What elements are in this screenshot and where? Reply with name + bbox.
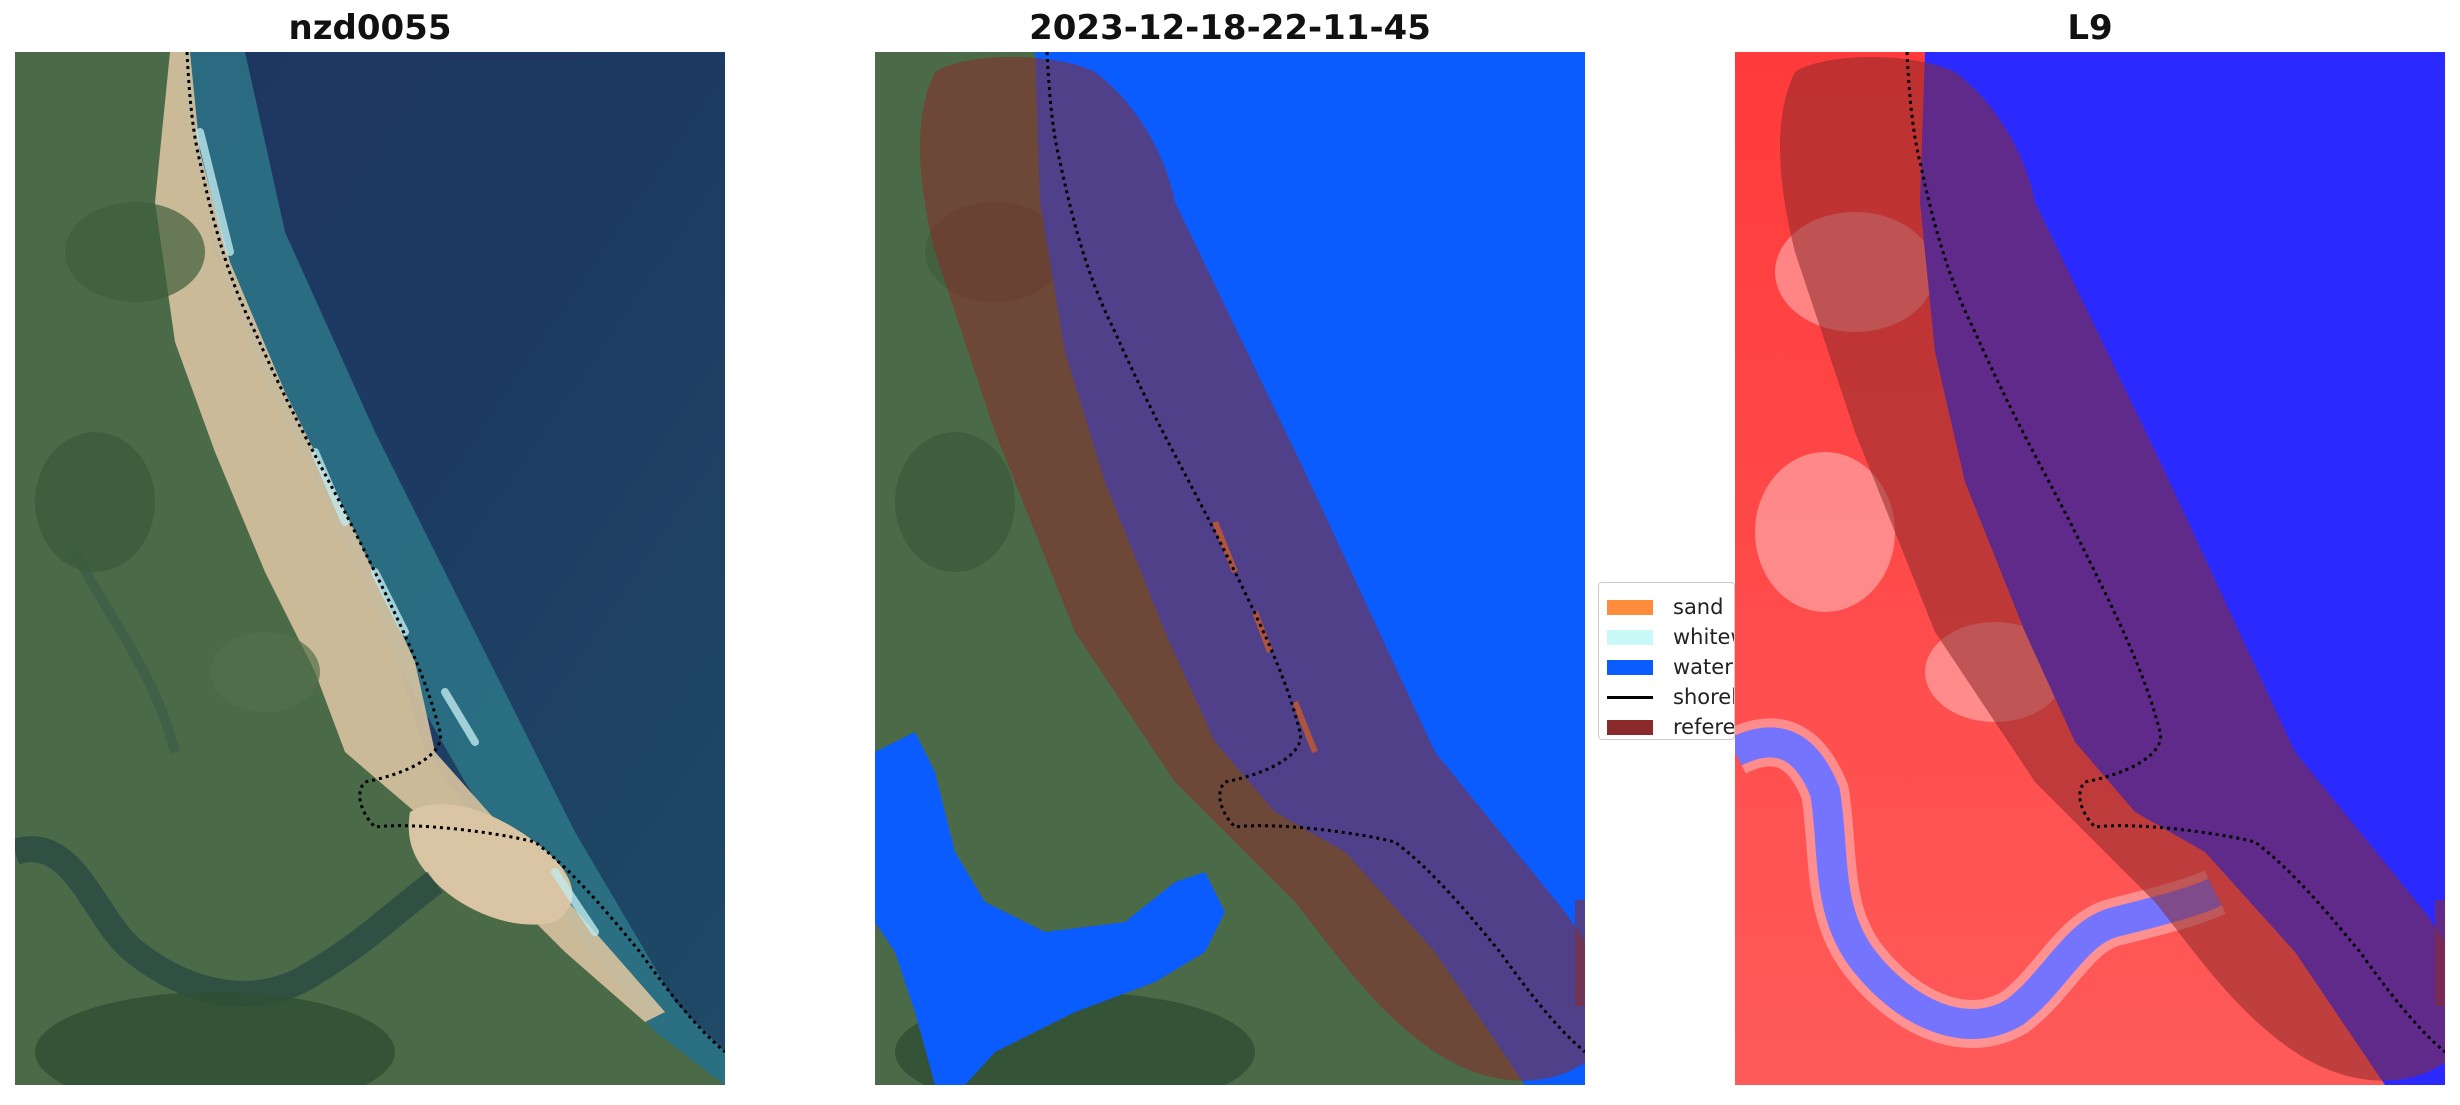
detected-shoreline bbox=[185, 52, 725, 1054]
index-image bbox=[1735, 52, 2445, 1085]
index-river bbox=[1735, 727, 2222, 1039]
satellite-image-panel bbox=[15, 52, 725, 1085]
panel-title-image: nzd0055 bbox=[288, 8, 452, 48]
legend-swatch-whitewater bbox=[1607, 630, 1653, 645]
legend-swatch-reference-buffer bbox=[1607, 720, 1653, 735]
legend-swatch-shoreline bbox=[1607, 696, 1653, 699]
detected-shoreline bbox=[1045, 52, 1585, 1054]
detected-shoreline bbox=[1905, 52, 2445, 1054]
legend-item-sand: sand bbox=[1607, 593, 1734, 619]
legend-label-sand: sand bbox=[1673, 595, 1724, 619]
legend-swatch-sand bbox=[1607, 600, 1653, 615]
beach bbox=[155, 52, 665, 1022]
classification-image bbox=[875, 52, 1585, 1085]
legend-swatch-water bbox=[1607, 660, 1653, 675]
legend-item-reference-buffer: reference shoreline buffer bbox=[1607, 713, 1735, 739]
water-class-estuary bbox=[875, 732, 1225, 1085]
legend-label-shoreline: shoreline bbox=[1673, 685, 1734, 709]
legend-label-water: water bbox=[1673, 655, 1733, 679]
panel-title-index: L9 bbox=[2067, 8, 2113, 48]
legend-item-shoreline: shoreline bbox=[1607, 683, 1734, 709]
index-image-panel bbox=[1735, 52, 2445, 1085]
reference-shoreline-buffer bbox=[1780, 57, 2445, 1081]
classification-panel bbox=[875, 52, 1585, 1085]
legend-item-water: water bbox=[1607, 653, 1734, 679]
legend-label-reference-buffer: reference shoreline buffer bbox=[1673, 715, 1735, 739]
reference-shoreline-buffer bbox=[920, 57, 1585, 1081]
satellite-image bbox=[15, 52, 725, 1085]
panel-title-classification: 2023-12-18-22-11-45 bbox=[1029, 8, 1431, 48]
